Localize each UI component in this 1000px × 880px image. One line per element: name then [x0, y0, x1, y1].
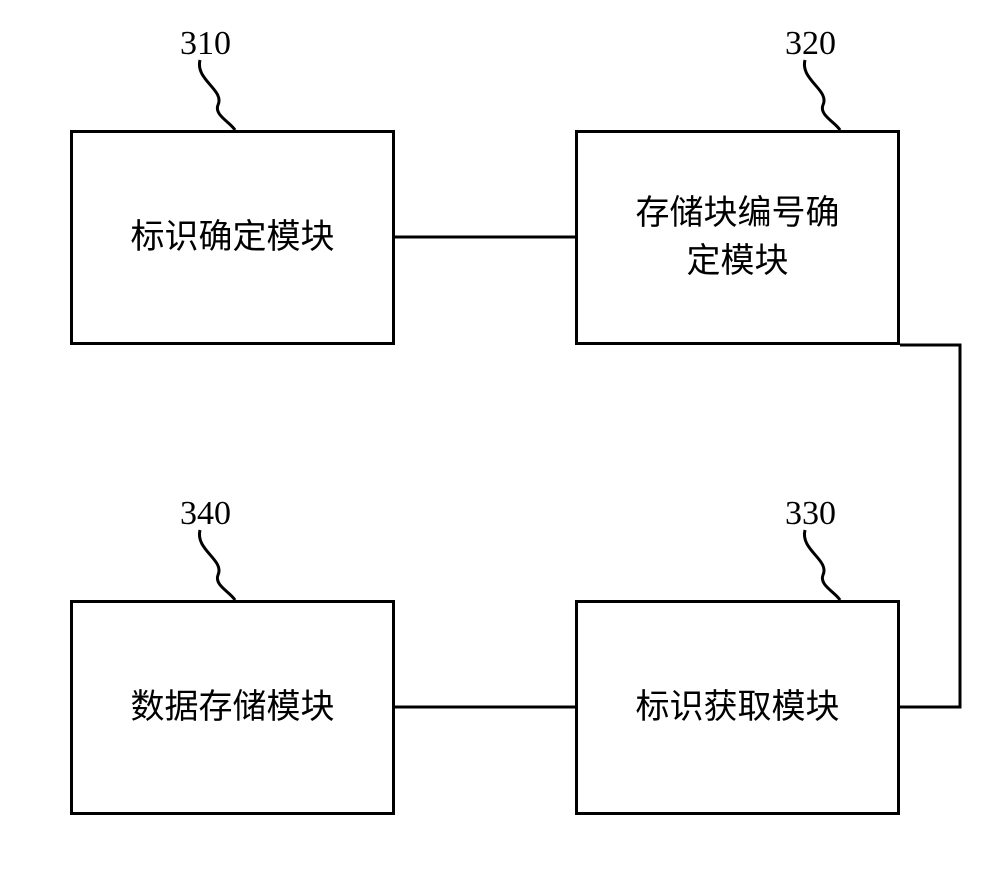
block-diagram: 310 标识确定模块 320 存储块编号确定模块 330 标识获取模块 340 … [0, 0, 1000, 880]
node-330-label: 标识获取模块 [636, 684, 840, 732]
ref-label-310: 310 [180, 25, 231, 63]
node-340-label: 数据存储模块 [131, 684, 335, 732]
pointer-330 [804, 530, 840, 600]
node-310: 标识确定模块 [70, 130, 395, 345]
edge-320-330 [900, 345, 960, 707]
node-320-label: 存储块编号确定模块 [636, 190, 840, 285]
node-340: 数据存储模块 [70, 600, 395, 815]
ref-label-340: 340 [180, 495, 231, 533]
node-330: 标识获取模块 [575, 600, 900, 815]
node-320: 存储块编号确定模块 [575, 130, 900, 345]
pointer-320 [804, 60, 840, 130]
pointer-310 [199, 60, 235, 130]
ref-label-320: 320 [785, 25, 836, 63]
node-310-label: 标识确定模块 [131, 214, 335, 262]
ref-label-330: 330 [785, 495, 836, 533]
pointer-340 [199, 530, 235, 600]
